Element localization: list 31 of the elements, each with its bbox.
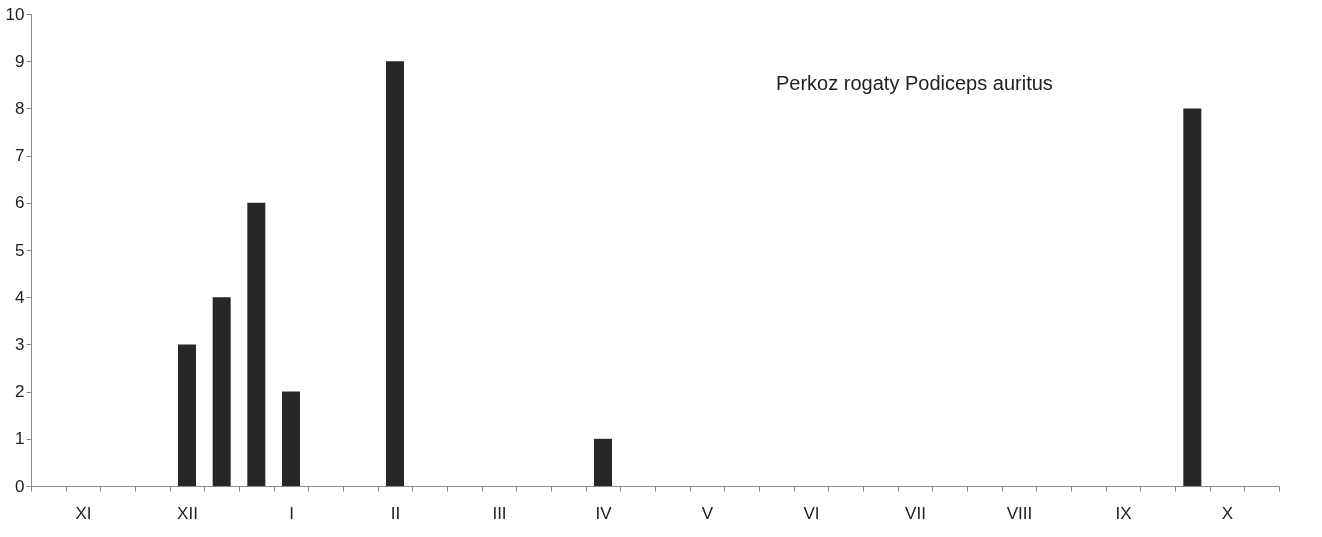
y-tick-label: 2 — [15, 382, 25, 402]
bar — [594, 438, 612, 486]
y-tick-label: 9 — [15, 51, 25, 71]
x-tick-label: III — [492, 503, 507, 523]
bar — [282, 391, 300, 486]
x-tick-label: VI — [803, 503, 820, 523]
y-tick-label: 5 — [15, 240, 25, 260]
bar — [386, 61, 404, 486]
x-tick-label: VIII — [1006, 503, 1033, 523]
annotation: Perkoz rogaty Podiceps auritus — [776, 72, 1053, 94]
x-tick-label: V — [701, 503, 714, 523]
y-tick-label: 10 — [5, 4, 25, 24]
y-tick-label: 4 — [15, 287, 25, 307]
y-tick-label: 3 — [15, 334, 25, 354]
bar — [1183, 108, 1202, 486]
x-tick-label: X — [1221, 503, 1234, 523]
y-tick-label: 6 — [15, 193, 25, 213]
y-tick-label: 0 — [15, 476, 25, 496]
x-tick-label: II — [390, 503, 401, 523]
x-tick-label: IV — [595, 503, 613, 523]
y-tick-label: 7 — [15, 146, 25, 166]
x-tick-label: XII — [177, 503, 198, 523]
x-tick-label: I — [289, 503, 294, 523]
bar — [178, 344, 196, 486]
bar — [247, 202, 266, 486]
y-tick-label: 1 — [15, 429, 25, 449]
y-tick-label: 8 — [15, 98, 25, 118]
x-tick-label: VII — [905, 503, 926, 523]
x-tick-label: IX — [1115, 503, 1132, 523]
bar — [212, 297, 231, 486]
x-tick-label: XI — [75, 503, 92, 523]
